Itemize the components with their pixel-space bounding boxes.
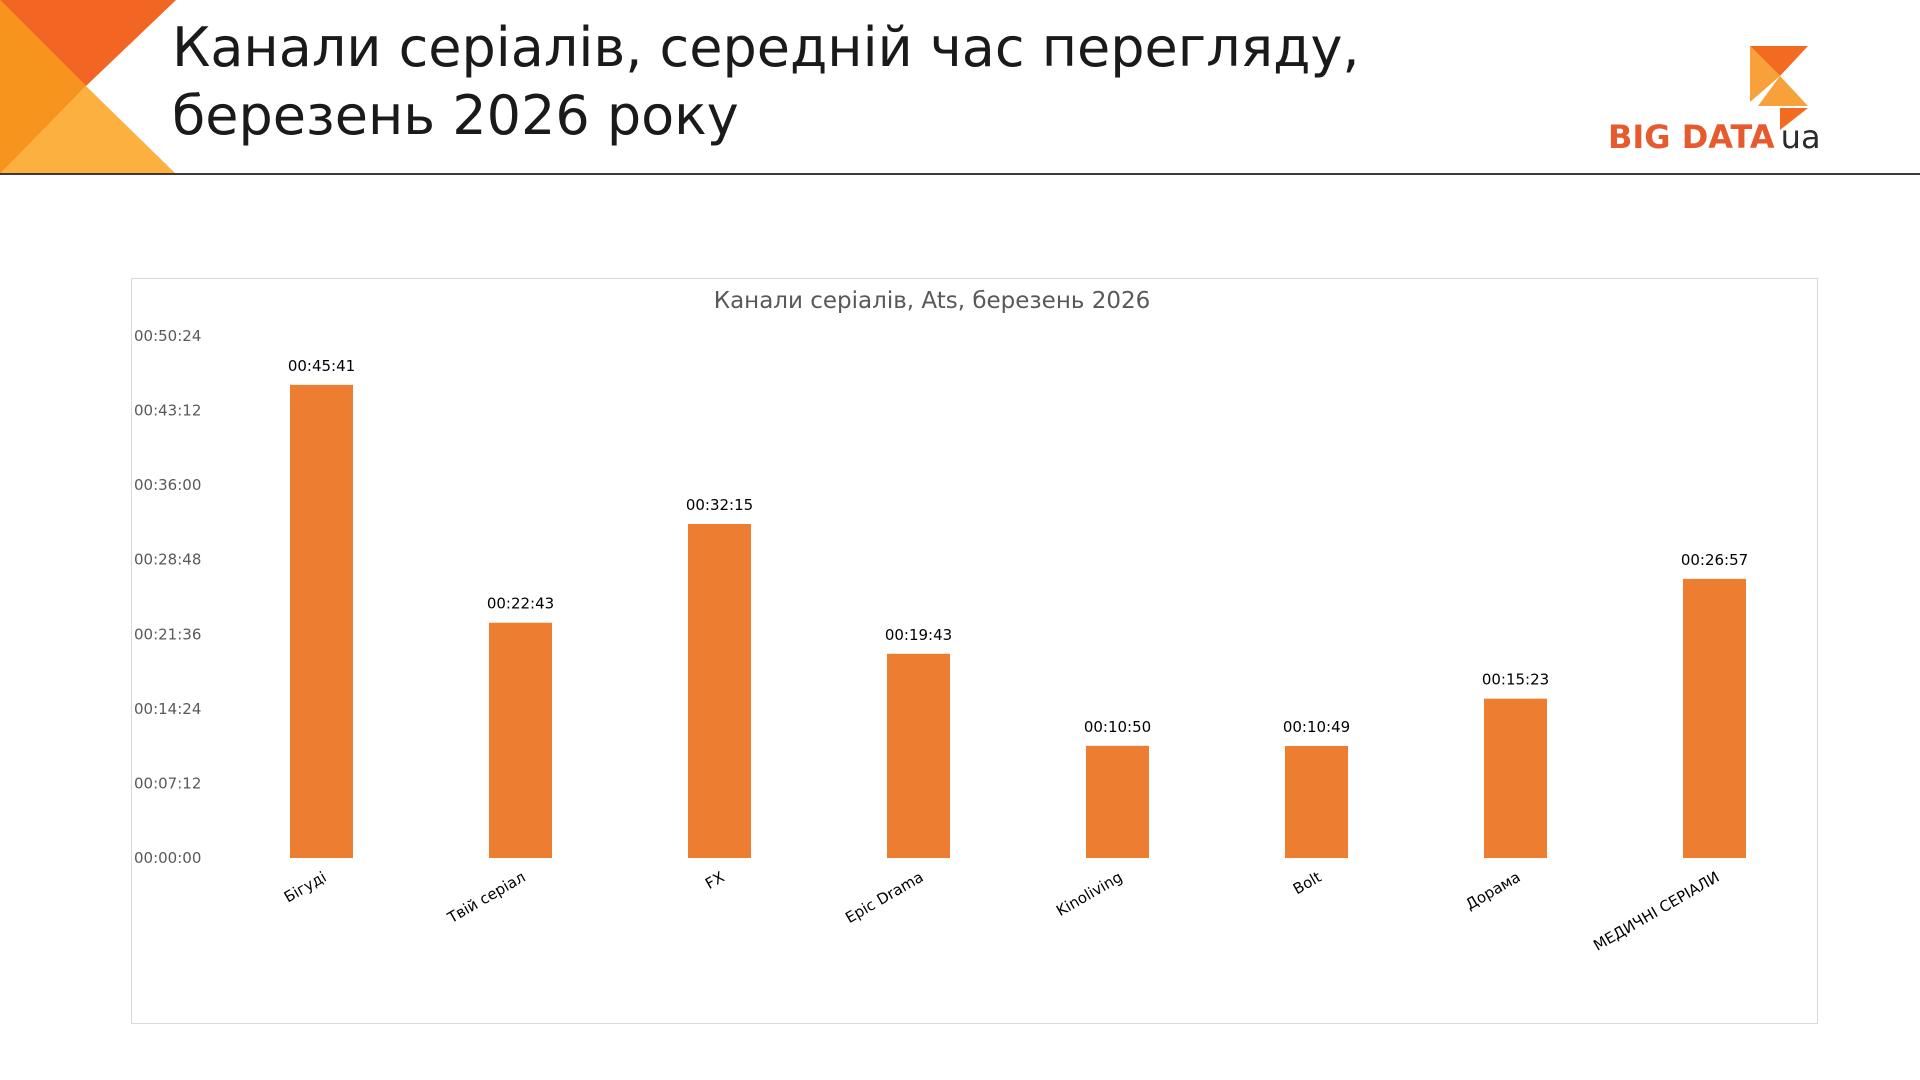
category-label: Epic Drama	[842, 868, 926, 927]
bar	[1683, 578, 1746, 858]
data-label: 00:10:49	[1283, 718, 1350, 736]
data-label: 00:10:50	[1084, 718, 1151, 736]
bar	[1484, 698, 1547, 858]
logo-wordmark: BIG DATA ua	[1608, 118, 1821, 156]
data-label: 00:22:43	[487, 595, 554, 613]
data-label: 00:45:41	[288, 357, 355, 375]
data-label: 00:15:23	[1482, 671, 1549, 689]
category-label: Kinoliving	[1053, 868, 1125, 920]
logo-text-suffix: ua	[1780, 118, 1821, 156]
corner-top-triangle	[0, 0, 176, 86]
y-tick-label: 00:28:48	[134, 551, 201, 569]
y-tick-label: 00:43:12	[134, 402, 201, 420]
slide-title: Канали серіалів, середній час перегляду,…	[172, 14, 1472, 150]
bar-chart: Канали серіалів, Ats, березень 2026 00:00…	[134, 288, 1748, 955]
data-label: 00:26:57	[1681, 551, 1748, 569]
category-label: Дорама	[1462, 868, 1523, 914]
bar	[688, 523, 751, 858]
corner-decoration	[0, 0, 176, 174]
bar	[1086, 745, 1149, 858]
bar	[1285, 745, 1348, 858]
slide-title-line-1: Канали серіалів, середній час перегляду,	[172, 16, 1360, 79]
category-label: Твій серіал	[444, 868, 529, 927]
y-tick-label: 00:00:00	[134, 849, 201, 867]
logo-arrow-icon	[1750, 46, 1808, 130]
category-label: FX	[702, 868, 727, 893]
data-label: 00:32:15	[686, 496, 753, 514]
data-label: 00:19:43	[885, 626, 952, 644]
big-data-logo: BIG DATA ua	[1600, 46, 1840, 161]
chart-container: Канали серіалів, Ats, березень 2026 00:00…	[131, 278, 1818, 1024]
category-label: Bolt	[1290, 868, 1325, 898]
y-tick-label: 00:21:36	[134, 625, 201, 643]
bar	[489, 622, 552, 858]
slide-title-line-2: березень 2026 року	[172, 84, 739, 147]
y-tick-label: 00:36:00	[134, 476, 201, 494]
bar	[290, 384, 353, 858]
corner-light-triangle	[0, 86, 176, 174]
y-tick-label: 00:07:12	[134, 774, 201, 792]
chart-title: Канали серіалів, Ats, березень 2026	[714, 288, 1151, 314]
category-label: МЕДИЧНІ СЕРІАЛИ	[1590, 868, 1722, 955]
logo-text-main: BIG DATA	[1608, 118, 1775, 156]
corner-dark-triangle	[0, 0, 86, 174]
y-tick-label: 00:14:24	[134, 700, 201, 718]
category-label: Бігуді	[281, 868, 330, 906]
y-tick-label: 00:50:24	[134, 327, 201, 345]
header-divider	[0, 173, 1920, 175]
bar	[887, 653, 950, 858]
